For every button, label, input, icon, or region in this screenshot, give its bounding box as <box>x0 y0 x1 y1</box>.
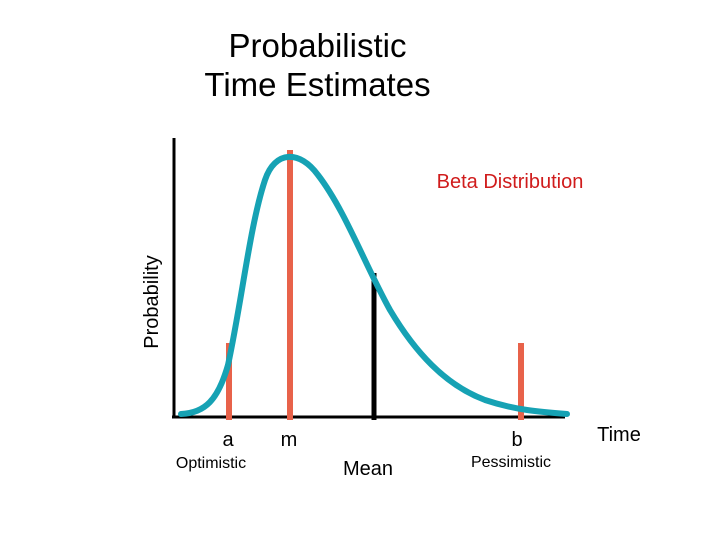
pessimistic-letter: b <box>511 429 522 451</box>
title-line-2: Time Estimates <box>204 66 431 103</box>
most-likely-letter: m <box>281 429 298 451</box>
x-axis-label: Time <box>597 424 641 446</box>
mean-label: Mean <box>343 458 393 480</box>
curve-label: Beta Distribution <box>437 171 584 193</box>
y-axis-label: Probability <box>141 255 163 348</box>
optimistic-label: Optimistic <box>176 455 246 472</box>
title-line-1: Probabilistic <box>228 27 407 64</box>
beta-curve <box>178 153 570 417</box>
pessimistic-label: Pessimistic <box>471 454 551 471</box>
diagram-title: Probabilistic Time Estimates <box>0 26 635 104</box>
optimistic-letter: a <box>222 429 234 451</box>
